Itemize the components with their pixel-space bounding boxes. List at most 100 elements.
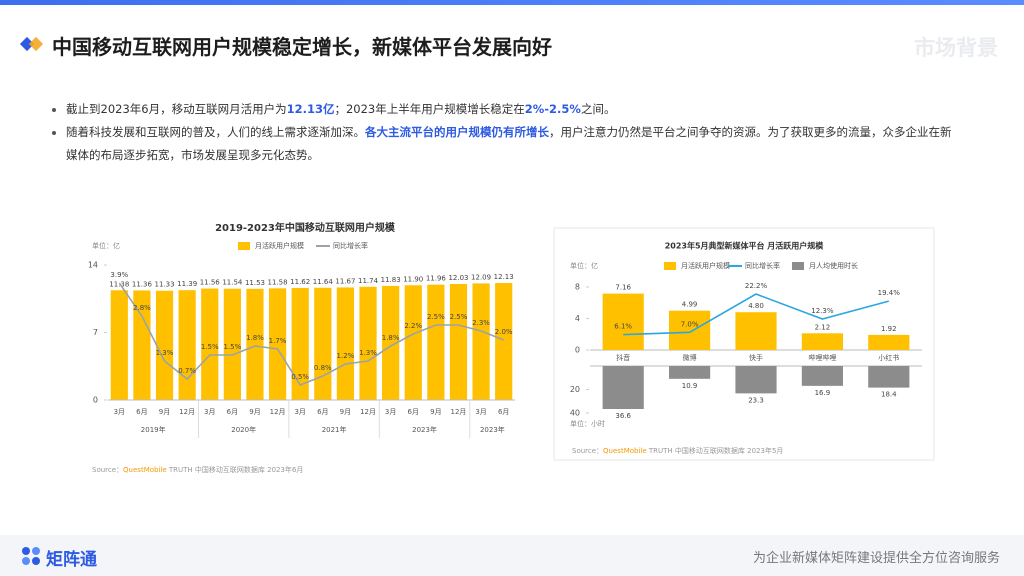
line-label: 3.9% bbox=[110, 271, 128, 279]
y-tick-label: 14 bbox=[88, 261, 98, 270]
bar bbox=[735, 312, 777, 350]
source: Source：QuestMobile TRUTH 中国移动互联网数据库 2023… bbox=[92, 465, 303, 474]
bar-label: 11.33 bbox=[155, 281, 175, 289]
bullets: 截止到2023年6月，移动互联网月活用户为12.13亿；2023年上半年用户规模… bbox=[52, 98, 962, 167]
bar-label: 11.83 bbox=[381, 276, 401, 284]
source: Source：QuestMobile TRUTH 中国移动互联网数据库 2023… bbox=[572, 446, 783, 455]
bar-label: 11.58 bbox=[268, 278, 288, 286]
bar-label: 11.64 bbox=[313, 278, 334, 286]
section-tag: 市场背景 bbox=[914, 36, 998, 60]
bar-label: 16.9 bbox=[815, 389, 831, 397]
bar bbox=[449, 283, 468, 400]
bar-label: 11.74 bbox=[358, 277, 379, 285]
x-group-label: 2020年 bbox=[231, 425, 256, 434]
bar-label: 4.99 bbox=[682, 301, 698, 309]
bar-label: 11.67 bbox=[335, 277, 355, 285]
bar-label: 11.54 bbox=[222, 279, 243, 287]
bar-label: 18.4 bbox=[881, 391, 897, 399]
bar bbox=[602, 366, 644, 410]
source-text: TRUTH 中国移动互联网数据库 2023年5月 bbox=[647, 446, 784, 455]
bar bbox=[868, 334, 910, 350]
legend-label: 同比增长率 bbox=[745, 261, 780, 270]
line-label: 0.8% bbox=[314, 364, 332, 372]
line-label: 1.8% bbox=[382, 334, 400, 342]
line-label: 2.8% bbox=[133, 304, 151, 312]
bar bbox=[201, 288, 219, 400]
line-label: 1.3% bbox=[156, 349, 174, 357]
bar bbox=[291, 287, 309, 400]
slide-title: 中国移动互联网用户规模稳定增长，新媒体平台发展向好 bbox=[52, 35, 552, 59]
bar bbox=[404, 285, 422, 400]
line-label: 0.5% bbox=[291, 373, 309, 381]
bar-label: 2.12 bbox=[815, 323, 831, 331]
bar-label: 12.09 bbox=[471, 273, 491, 281]
y-tick-label: 0 bbox=[575, 346, 580, 355]
y-tick-label: 40 bbox=[570, 409, 580, 418]
x-group-label: 2019年 bbox=[141, 425, 166, 434]
x-tick-label: 3月 bbox=[385, 408, 396, 416]
bar-label: 36.6 bbox=[615, 412, 631, 420]
bar bbox=[669, 310, 711, 350]
bar bbox=[268, 288, 287, 400]
title-icon bbox=[19, 36, 44, 52]
unit-label: 单位：亿 bbox=[570, 261, 598, 270]
x-tick-label: 小红书 bbox=[878, 353, 899, 362]
source-brand: QuestMobile bbox=[603, 447, 647, 455]
x-tick-label: 12月 bbox=[179, 408, 195, 416]
bar bbox=[314, 287, 332, 400]
logo-icon bbox=[22, 547, 40, 565]
line-label: 1.5% bbox=[201, 343, 219, 351]
bar-label: 23.3 bbox=[748, 396, 764, 404]
bar bbox=[735, 366, 777, 394]
highlight-text: 12.13亿 bbox=[286, 102, 335, 116]
bar-label: 11.53 bbox=[245, 279, 265, 287]
line-label: 2.5% bbox=[427, 313, 445, 321]
bar-label: 11.36 bbox=[132, 280, 153, 288]
x-group-label: 2023年 bbox=[480, 425, 505, 434]
x-tick-label: 3月 bbox=[204, 408, 215, 416]
x-tick-label: 12月 bbox=[451, 408, 467, 416]
bar-label: 12.13 bbox=[494, 273, 514, 281]
bullet-text: 截止到2023年6月，移动互联网月活用户为 bbox=[66, 102, 287, 116]
line-label: 12.3% bbox=[811, 307, 834, 315]
y-tick-label: 8 bbox=[575, 283, 580, 292]
bar bbox=[133, 290, 151, 400]
y-tick-label: 20 bbox=[570, 385, 580, 394]
line-label: 1.5% bbox=[223, 343, 241, 351]
x-tick-label: 快手 bbox=[749, 353, 763, 362]
x-tick-label: 抖音 bbox=[616, 353, 630, 362]
x-tick-label: 3月 bbox=[294, 408, 305, 416]
bar bbox=[246, 288, 264, 400]
bar bbox=[336, 287, 355, 400]
x-tick-label: 微博 bbox=[683, 353, 697, 362]
bar bbox=[223, 288, 241, 400]
legend-swatch bbox=[792, 262, 804, 270]
x-tick-label: 9月 bbox=[430, 408, 441, 416]
bar bbox=[801, 366, 843, 386]
source-text: TRUTH 中国移动互联网数据库 2023年6月 bbox=[167, 465, 304, 474]
y-tick-label: 4 bbox=[575, 314, 580, 323]
line-label: 2.0% bbox=[495, 328, 513, 336]
legend-label: 月活跃用户规模 bbox=[681, 261, 730, 270]
unit-label: 单位：小时 bbox=[570, 419, 605, 428]
x-tick-label: 9月 bbox=[159, 408, 170, 416]
x-group-label: 2021年 bbox=[322, 425, 347, 434]
legend-swatch bbox=[664, 262, 676, 270]
bullet-text: 随着科技发展和互联网的普及，人们的线上需求逐渐加深。 bbox=[66, 125, 365, 139]
legend-swatch bbox=[238, 242, 250, 250]
source-label: Source： bbox=[572, 447, 603, 455]
unit-label: 单位：亿 bbox=[92, 241, 120, 250]
bar bbox=[602, 293, 644, 350]
bar bbox=[472, 283, 490, 400]
bar-label: 7.16 bbox=[615, 284, 631, 292]
legend-label: 月活跃用户规模 bbox=[255, 241, 304, 250]
bar bbox=[427, 284, 445, 400]
highlight-text: 各大主流平台的用户规模仍有所增长 bbox=[365, 125, 549, 139]
bar bbox=[868, 366, 910, 388]
bar-label: 12.03 bbox=[448, 274, 468, 282]
bar bbox=[801, 333, 843, 350]
x-tick-label: 12月 bbox=[360, 408, 376, 416]
x-tick-label: 3月 bbox=[114, 408, 125, 416]
